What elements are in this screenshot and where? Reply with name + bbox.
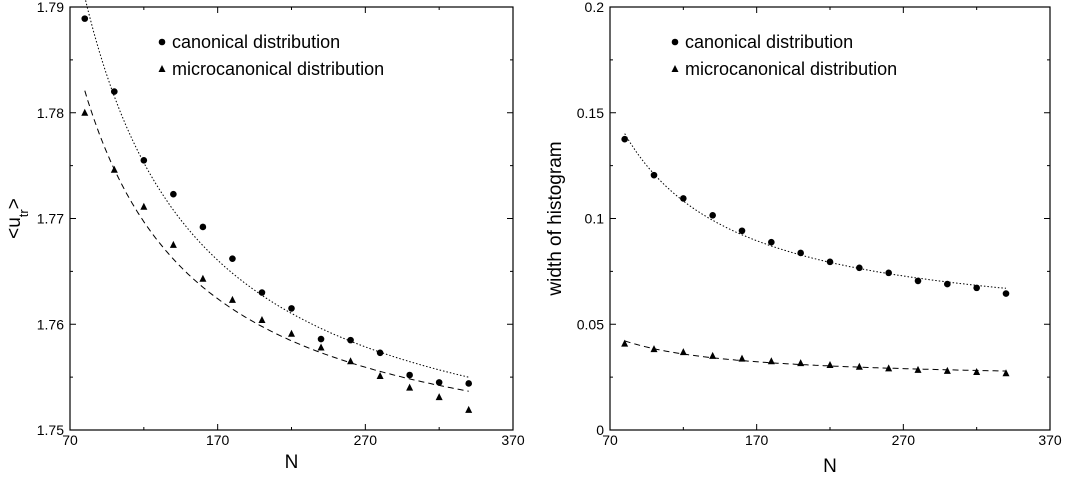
y-tick-label: 1.75 xyxy=(37,422,64,438)
x-tick-label: 270 xyxy=(892,432,916,448)
y-tick-label: 1.77 xyxy=(37,211,64,227)
data-point-microcanonical xyxy=(709,351,717,359)
data-point-microcanonical xyxy=(465,405,473,413)
y-tick-label: 0.05 xyxy=(577,316,604,332)
data-point-canonical xyxy=(465,380,473,387)
data-point-canonical xyxy=(288,305,295,312)
data-point-microcanonical xyxy=(347,357,355,365)
data-point-canonical xyxy=(973,284,980,292)
data-point-canonical xyxy=(709,212,716,219)
data-point-microcanonical xyxy=(621,339,629,347)
legend-marker-canonical xyxy=(158,38,166,46)
data-point-microcanonical xyxy=(228,295,236,303)
data-point-canonical xyxy=(435,379,443,386)
y-tick-label: 1.78 xyxy=(37,105,64,121)
data-point-canonical xyxy=(797,249,804,257)
data-point-microcanonical xyxy=(973,367,981,375)
data-point-canonical xyxy=(1002,290,1010,297)
data-point-microcanonical xyxy=(288,329,295,337)
x-tick-label: 370 xyxy=(501,432,525,448)
data-point-microcanonical xyxy=(1002,369,1010,377)
x-tick-label: 170 xyxy=(206,432,230,448)
fit-line-microcanonical xyxy=(84,90,469,392)
data-point-canonical xyxy=(347,336,354,344)
x-tick-label: 170 xyxy=(745,432,769,448)
data-point-microcanonical xyxy=(199,274,207,282)
data-point-canonical xyxy=(406,371,413,379)
x-tick-label: 270 xyxy=(354,432,378,448)
y-tick-label: 0.15 xyxy=(577,105,604,121)
data-point-microcanonical xyxy=(738,354,746,362)
y-axis-label-suffix: > xyxy=(4,198,25,209)
y-tick-label: 1.79 xyxy=(37,0,64,15)
legend-label: canonical distribution xyxy=(685,32,853,52)
legend-label: microcanonical distribution xyxy=(685,59,897,79)
legend-label: canonical distribution xyxy=(172,32,340,52)
y-axis-label: width of histogram xyxy=(545,141,566,296)
legend-marker-canonical xyxy=(671,38,679,46)
y-tick-label: 0 xyxy=(596,422,604,438)
x-tick-label: 70 xyxy=(62,432,78,448)
y-tick-label: 0.2 xyxy=(585,0,605,15)
data-point-microcanonical xyxy=(943,366,951,374)
data-point-microcanonical xyxy=(855,362,863,370)
data-point-canonical xyxy=(944,280,951,288)
data-point-microcanonical xyxy=(826,361,834,369)
legend-marker-microcanonical xyxy=(158,64,166,72)
data-point-microcanonical xyxy=(650,345,658,353)
data-point-microcanonical xyxy=(679,348,687,356)
data-point-canonical xyxy=(376,349,384,357)
data-point-microcanonical xyxy=(317,343,325,351)
data-point-canonical xyxy=(914,277,922,285)
data-point-canonical xyxy=(258,289,266,296)
data-point-canonical xyxy=(826,258,834,266)
y-tick-label: 0.1 xyxy=(585,211,605,227)
y-axis-label-subscript: tr xyxy=(16,209,31,218)
x-tick-label: 370 xyxy=(1038,432,1062,448)
data-point-canonical xyxy=(856,264,863,272)
y-axis-label-main: <u xyxy=(4,217,25,239)
fit-line-canonical xyxy=(624,133,1007,289)
x-axis-label: N xyxy=(823,456,837,477)
data-point-canonical xyxy=(229,255,236,262)
x-tick-label: 70 xyxy=(602,432,618,448)
data-point-canonical xyxy=(680,195,687,202)
data-point-canonical xyxy=(170,190,177,198)
data-point-microcanonical xyxy=(81,108,89,116)
x-axis-label: N xyxy=(285,452,299,473)
chart-left-mean-utr: 70 170 270 370 1.75 1.76 1.77 1.78 1.79 N <utr> can… xyxy=(4,0,525,473)
data-point-microcanonical xyxy=(406,383,414,391)
data-point-canonical xyxy=(140,157,148,164)
data-point-canonical xyxy=(885,269,892,277)
y-axis-label-main: width of histogram xyxy=(545,141,566,296)
data-point-canonical xyxy=(768,238,775,246)
data-point-microcanonical xyxy=(797,359,805,367)
legend-label: microcanonical distribution xyxy=(172,59,384,79)
data-point-canonical xyxy=(738,227,746,235)
data-point-microcanonical xyxy=(110,165,118,173)
data-point-microcanonical xyxy=(914,365,922,373)
data-point-microcanonical xyxy=(140,202,148,210)
data-point-canonical xyxy=(650,171,658,179)
data-point-microcanonical xyxy=(258,315,266,323)
data-point-canonical xyxy=(199,223,207,231)
data-point-microcanonical xyxy=(435,393,443,401)
data-point-canonical xyxy=(317,335,325,343)
y-tick-label: 1.76 xyxy=(37,316,64,332)
legend-marker-microcanonical xyxy=(671,64,679,72)
fit-line-microcanonical xyxy=(624,340,1006,372)
data-point-canonical xyxy=(621,135,628,143)
data-point-canonical xyxy=(81,15,89,22)
data-point-microcanonical xyxy=(885,364,893,372)
y-axis-label: <utr> xyxy=(4,198,31,239)
data-point-microcanonical xyxy=(767,357,775,365)
data-point-canonical xyxy=(111,88,118,95)
data-point-microcanonical xyxy=(376,372,384,380)
data-point-microcanonical xyxy=(169,240,177,248)
fit-line-canonical xyxy=(85,0,469,378)
